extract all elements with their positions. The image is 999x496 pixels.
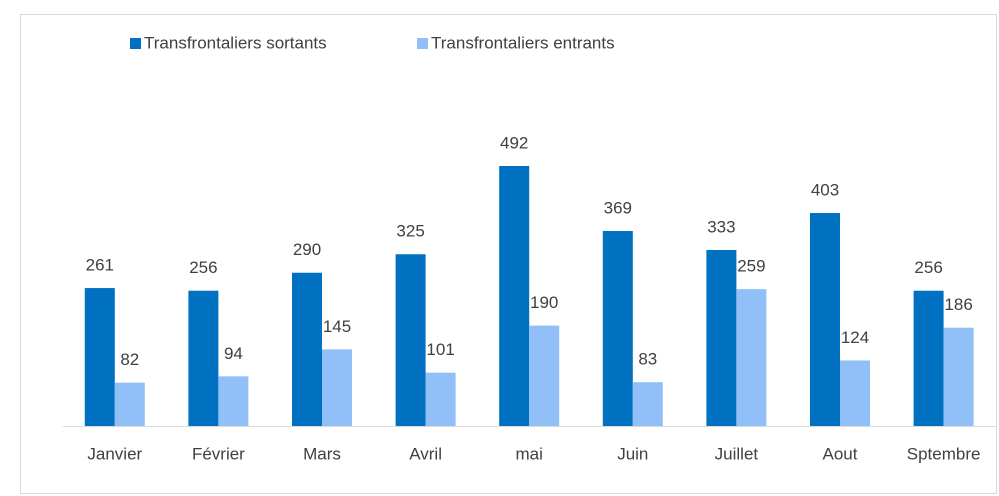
x-tick-label: Juillet: [715, 444, 759, 463]
bar: [292, 272, 322, 426]
data-label: 83: [638, 350, 657, 369]
data-label: 101: [426, 340, 454, 359]
legend-label: Transfrontaliers entrants: [431, 33, 615, 52]
bar: [706, 250, 737, 426]
x-tick-label: mai: [515, 444, 542, 463]
data-label: 82: [120, 350, 139, 369]
bar: [840, 360, 870, 426]
data-label: 256: [914, 258, 942, 277]
data-label: 256: [189, 258, 217, 277]
bar: [114, 382, 145, 426]
legend-swatch: [417, 38, 428, 49]
x-tick-label: Sptembre: [907, 444, 981, 463]
bar: [218, 376, 249, 426]
bar: [736, 289, 767, 426]
x-tick-label: Mars: [303, 444, 341, 463]
data-label: 403: [811, 181, 839, 200]
bar: [188, 290, 219, 426]
bar: [810, 213, 840, 426]
x-tick-label: Janvier: [87, 444, 142, 463]
x-tick-label: Avril: [409, 444, 442, 463]
bar: [84, 288, 115, 426]
bar: [529, 325, 560, 426]
bar: [499, 166, 530, 426]
x-tick-label: Juin: [617, 444, 648, 463]
bar: [632, 382, 663, 426]
x-tick-label: Aout: [823, 444, 858, 463]
data-label: 333: [707, 218, 735, 237]
bar: [322, 349, 352, 426]
data-label: 145: [323, 317, 351, 336]
data-label: 259: [737, 257, 765, 276]
data-label: 290: [293, 240, 321, 259]
x-tick-label: Février: [192, 444, 245, 463]
data-label: 492: [500, 133, 528, 152]
bar: [602, 231, 633, 426]
legend-swatch: [130, 38, 141, 49]
data-label: 124: [841, 328, 869, 347]
legend-label: Transfrontaliers sortants: [144, 33, 327, 52]
data-label: 369: [604, 198, 632, 217]
data-label: 94: [224, 344, 243, 363]
bar: [943, 327, 974, 426]
bar: [395, 254, 426, 426]
bar: [913, 290, 944, 426]
bar: [425, 372, 456, 426]
data-label: 325: [396, 222, 424, 241]
data-label: 190: [530, 293, 558, 312]
data-label: 261: [86, 256, 114, 275]
data-label: 186: [944, 295, 972, 314]
